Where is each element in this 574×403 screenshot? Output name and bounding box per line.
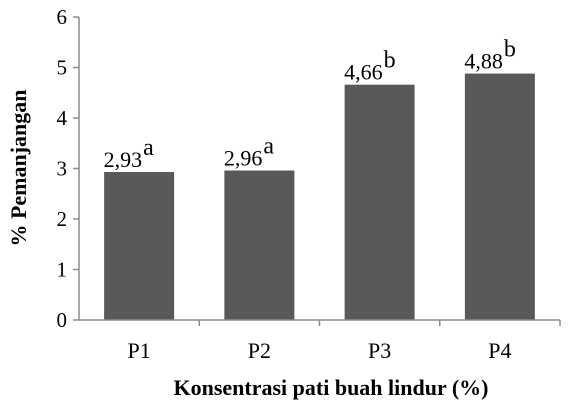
significance-letter: b [384,48,396,74]
y-tick-label: 3 [57,157,68,181]
y-axis-ticks: 0 1 2 3 4 5 6 [57,5,79,332]
bar-p4 [464,73,535,320]
x-axis-ticks: P1 P2 P3 P4 [128,320,561,363]
y-axis-title: % Pemanjangan [6,89,31,246]
data-label: 2,93 [104,147,143,172]
x-tick-label: P3 [368,338,391,363]
y-tick-label: 1 [57,258,68,282]
data-label: 4,66 [344,60,383,85]
x-axis-title: Konsentrasi pati buah lindur (%) [173,375,488,400]
y-tick-label: 2 [57,207,68,231]
y-tick-label: 6 [57,5,68,29]
x-tick-label: P4 [488,338,511,363]
significance-letter: b [504,37,516,63]
bars [104,73,535,320]
x-tick-label: P1 [128,338,151,363]
bar-p1 [104,172,175,320]
significance-letter: a [143,135,154,161]
data-labels: 2,93 a 2,96 a4,66 b 4,88 b [104,37,516,172]
x-tick-label: P2 [248,338,271,363]
y-tick-label: 5 [57,56,68,80]
y-tick-label: 4 [57,106,68,130]
bar-p2 [224,170,295,320]
significance-letter: a [263,134,274,160]
data-label: 4,88 [464,49,503,74]
bar-p3 [344,84,415,320]
y-tick-label: 0 [57,308,68,332]
data-label: 2,96 [224,146,263,171]
